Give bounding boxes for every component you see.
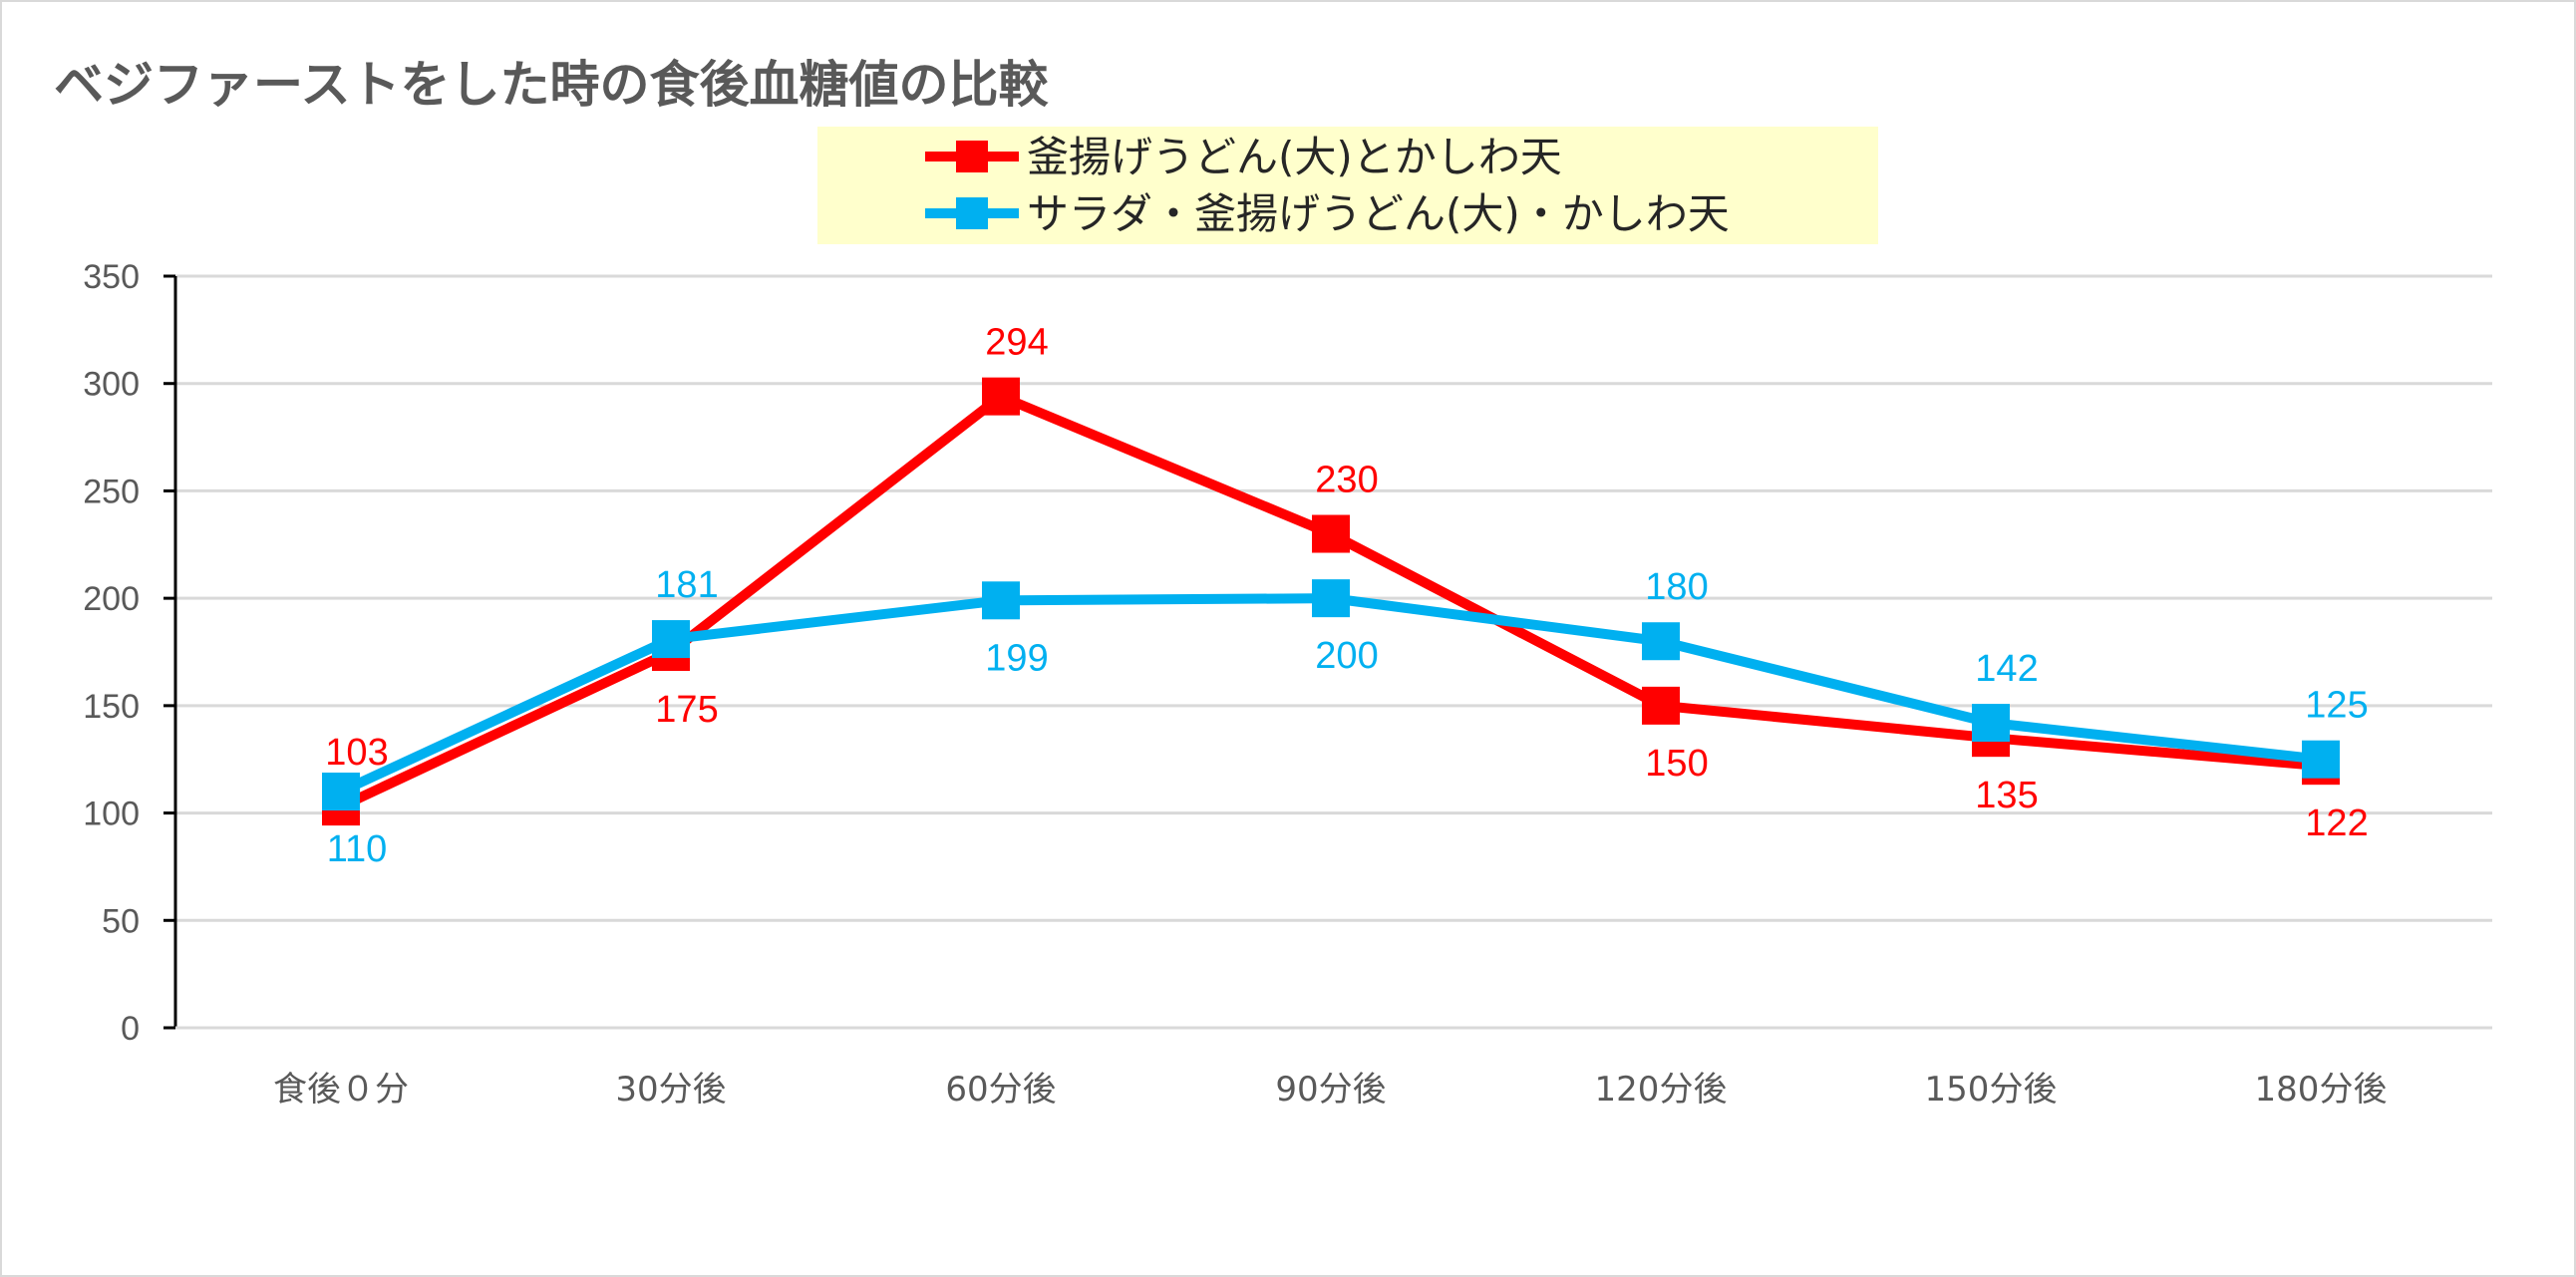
x-tick-label: 180分後	[2255, 1070, 2388, 1110]
series-1-data-label: 135	[1975, 775, 2038, 816]
series-2-data-label: 142	[1975, 648, 2038, 690]
series-2-data-label: 199	[985, 637, 1048, 679]
legend-label-1: 釜揚げうどん(大)とかしわ天	[1027, 133, 1562, 181]
series-1-marker	[1642, 686, 1680, 725]
data-labels: 103 175 294 230 150 135 122 110 181 199 200 180 142 1…	[325, 322, 2368, 870]
x-tick-label: 120分後	[1595, 1070, 1728, 1110]
series-2-marker	[1642, 622, 1680, 661]
axes: 0 50 100 150 200 250 300 350 食後０分 30分後 60分後 90分後 120…	[83, 258, 2492, 1110]
y-tick-label: 250	[83, 473, 140, 510]
gridlines	[175, 274, 2492, 922]
legend-marker-1	[956, 141, 988, 172]
y-tick-label: 150	[83, 688, 140, 726]
y-tick-label: 200	[83, 580, 140, 618]
series-1-marker	[1312, 514, 1350, 553]
x-tick-label: 150分後	[1925, 1070, 2058, 1110]
x-tick-label: 90分後	[1275, 1070, 1386, 1110]
y-tick-label: 0	[121, 1010, 140, 1048]
legend-marker-2	[956, 197, 988, 229]
series-1-data-label: 294	[985, 322, 1048, 364]
x-tick-label: 30分後	[615, 1070, 726, 1110]
series-2-data-label: 110	[327, 828, 388, 870]
y-tick-label: 50	[102, 902, 140, 940]
y-tick-label: 300	[83, 366, 140, 404]
series-1-data-label: 122	[2305, 802, 2368, 844]
series-1-data-label: 175	[655, 689, 718, 731]
series-2-marker	[1972, 704, 2010, 743]
series-2-marker	[652, 620, 690, 659]
series-1-data-label: 230	[1315, 460, 1378, 501]
series-2-marker	[322, 773, 360, 811]
series-2-marker	[982, 581, 1020, 620]
series-line-2	[338, 593, 2322, 797]
series-1-data-label: 103	[325, 732, 388, 774]
series-1-data-label: 150	[1645, 743, 1708, 785]
series-2-data-label: 200	[1315, 635, 1378, 677]
series-2-data-label: 180	[1645, 566, 1708, 608]
x-tick-label: 食後０分	[273, 1070, 409, 1110]
legend-label-2: サラダ・釜揚げうどん(大)・かしわ天	[1027, 189, 1730, 238]
y-tick-label: 350	[83, 258, 140, 296]
series-2-data-label: 125	[2305, 685, 2368, 727]
y-tick-label: 100	[83, 796, 140, 833]
x-tick-label: 60分後	[945, 1070, 1056, 1110]
series-1-marker	[982, 377, 1020, 416]
series-2-marker	[2302, 740, 2340, 779]
legend-box	[817, 127, 1878, 244]
chart-title: ベジファーストをした時の食後血糖値の比較	[54, 56, 1049, 114]
series-2-data-label: 181	[655, 564, 718, 606]
series-2-marker	[1312, 579, 1350, 618]
series-lines	[322, 377, 2340, 826]
